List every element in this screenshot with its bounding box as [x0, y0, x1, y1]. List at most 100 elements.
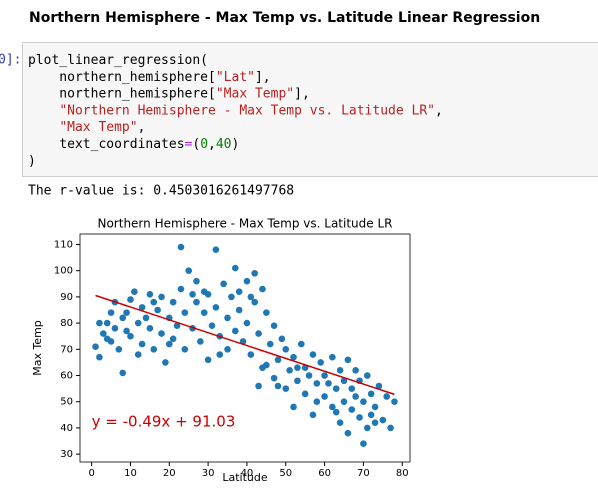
point — [348, 385, 356, 392]
code-token: northern_hemisphere[ — [28, 86, 216, 101]
point — [247, 351, 255, 358]
point — [228, 293, 235, 301]
point — [294, 364, 301, 371]
point — [123, 309, 130, 316]
point — [391, 398, 398, 406]
x-tick-label: 20 — [163, 468, 176, 479]
point — [309, 411, 317, 419]
point — [103, 319, 111, 327]
x-tick-label: 80 — [396, 468, 409, 479]
point — [197, 338, 204, 345]
equation: y = -0.49x + 91.03 — [92, 412, 236, 430]
x-tick-label: 40 — [241, 468, 254, 479]
code-line: ) — [28, 153, 36, 168]
point — [274, 356, 282, 364]
point — [282, 346, 290, 353]
point — [200, 288, 208, 295]
code-token — [28, 120, 59, 135]
code-token: plot_linear_regression( — [28, 53, 208, 68]
point — [224, 314, 231, 322]
point — [158, 293, 165, 301]
point — [134, 351, 142, 358]
chart-title: Northern Hemisphere - Max Temp vs. Latit… — [97, 217, 392, 231]
point — [123, 327, 130, 335]
point — [181, 309, 189, 316]
point — [165, 340, 173, 348]
point — [251, 270, 259, 277]
point — [169, 335, 177, 343]
point — [329, 353, 336, 361]
y-axis-label: Max Temp — [31, 320, 44, 376]
code-token: , — [208, 137, 216, 152]
point — [177, 243, 185, 251]
heading: Northern Hemisphere - Max Temp vs. Latit… — [29, 10, 540, 26]
x-tick-label: 30 — [202, 468, 215, 479]
x-tick-label: 0 — [88, 468, 94, 479]
point — [379, 416, 387, 424]
point — [235, 306, 243, 314]
point — [204, 356, 212, 364]
code-token: ( — [192, 137, 200, 152]
y-tick-label: 110 — [54, 239, 73, 250]
point — [336, 419, 344, 426]
point — [305, 372, 313, 379]
code-token: "Max Temp" — [59, 120, 137, 135]
point — [243, 319, 251, 327]
point — [270, 322, 278, 330]
code-token: = — [185, 137, 193, 152]
point — [387, 424, 394, 432]
plot-frame — [79, 233, 411, 463]
point — [99, 330, 107, 337]
point — [321, 393, 328, 400]
point — [115, 346, 123, 353]
point — [266, 340, 274, 348]
point — [274, 382, 282, 390]
point — [193, 277, 200, 285]
point — [375, 382, 383, 390]
y-tick-label: 60 — [60, 371, 73, 382]
point — [193, 298, 200, 306]
code-token: "Northern Hemisphere - Max Temp vs. Lati… — [59, 103, 435, 118]
point — [263, 309, 270, 316]
code-token: 0 — [200, 137, 208, 152]
y-tick-label: 80 — [60, 318, 73, 329]
point — [134, 319, 142, 327]
x-tick-label: 70 — [357, 468, 370, 479]
code-line: plot_linear_regression( — [28, 53, 208, 68]
point — [189, 290, 196, 298]
point — [158, 330, 165, 337]
point — [317, 359, 325, 366]
code-line: "Max Temp", — [28, 120, 145, 135]
regression-line — [95, 294, 395, 396]
point — [313, 398, 321, 406]
point — [169, 298, 177, 306]
y-tick-label: 30 — [60, 449, 73, 460]
point — [255, 382, 262, 390]
code-line: northern_hemisphere["Max Temp"], — [28, 86, 310, 101]
point — [247, 293, 255, 301]
code-cell[interactable] — [22, 42, 598, 177]
point — [255, 330, 262, 337]
point — [278, 335, 286, 343]
point — [290, 403, 297, 411]
point — [282, 385, 290, 392]
point — [259, 285, 266, 293]
point — [367, 390, 375, 398]
point — [263, 361, 270, 369]
code-token: , — [138, 120, 146, 135]
y-tick-label: 70 — [60, 344, 73, 355]
chart: Northern Hemisphere - Max Temp vs. Latit… — [31, 217, 411, 484]
point — [371, 403, 379, 411]
point — [344, 356, 352, 364]
point — [313, 380, 321, 387]
point — [111, 325, 119, 332]
y-tick-label: 40 — [60, 423, 73, 434]
code-token: ], — [294, 86, 310, 101]
code-line: northern_hemisphere["Lat"], — [28, 69, 271, 84]
x-tick-label: 60 — [318, 468, 331, 479]
point — [286, 366, 293, 374]
point — [290, 353, 297, 361]
point — [131, 288, 138, 295]
